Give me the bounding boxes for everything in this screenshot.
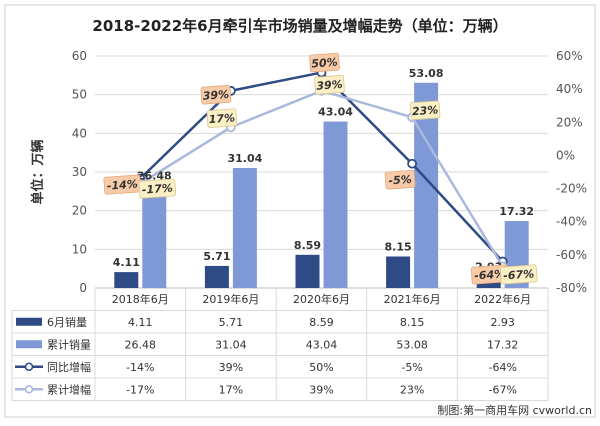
table-cell: 39% [309,383,333,396]
table-cell: 23% [400,383,424,396]
x-tick-label: 2018年6月 [112,292,169,306]
y2-tick-label: 40% [556,82,583,96]
bar-data-label: 8.15 [385,240,412,253]
series-line [139,71,504,263]
bar [204,265,229,288]
bar [142,185,167,288]
legend-swatch [16,317,42,326]
legend-label: 累计销量 [47,337,91,351]
x-tick-label: 2021年6月 [384,292,441,306]
x-tick-label: 2020年6月 [293,292,350,306]
bar-data-label: 31.04 [228,152,263,165]
line-data-label-box [314,75,345,95]
line-data-label: 39% [202,88,229,103]
bar-data-label: 4.11 [113,256,140,269]
bar-data-label: 53.08 [409,67,444,80]
line-point [407,158,418,169]
line-data-label: -14% [106,178,138,193]
y2-tick-label: 60% [556,49,583,63]
table-cell: 50% [309,361,333,374]
table-cell: 5.71 [219,316,244,329]
line-data-label-box [200,85,232,105]
table-cell: 4.11 [128,316,153,329]
bar [295,254,320,288]
y-tick-label: 20 [72,204,87,218]
credit-text: 制图:第一商用车网 cvworld.cn [437,403,592,417]
line-data-label: -5% [388,173,412,188]
y-tick-label: 30 [72,165,87,179]
line-data-label-box [384,169,416,190]
table-cell: 8.15 [400,316,425,329]
table-cell: 31.04 [215,338,247,351]
table-cell: 8.59 [309,316,334,329]
y2-tick-label: -60% [556,248,587,262]
line-data-label: -17% [141,182,173,197]
line-data-label-box [206,108,238,129]
table-cell: -14% [126,361,154,374]
line-data-label-box [309,52,340,73]
bar [114,272,139,288]
table-cell: 43.04 [306,338,338,351]
y-tick-label: 40 [72,126,87,140]
y2-tick-label: -20% [556,182,587,196]
bar-data-label: 17.32 [499,205,534,218]
y2-tick-label: 20% [556,115,583,129]
bar [323,121,348,288]
table-cell: 26.48 [125,338,157,351]
legend-marker [24,362,34,372]
line-data-label-box [409,100,441,121]
line-data-label: -64% [474,267,506,282]
y2-tick-label: -80% [556,281,587,295]
table-cell: -17% [126,383,154,396]
line-data-label-box [499,264,538,285]
y-axis-label: 单位：万辆 [30,139,46,204]
table-cell: 53.08 [396,338,428,351]
table-cell: -64% [488,361,516,374]
legend-label: 同比增幅 [47,360,91,374]
y-tick-label: 60 [72,49,87,63]
line-data-label: 17% [208,111,235,126]
table-cell: 17% [219,383,243,396]
x-tick-label: 2022年6月 [474,292,531,306]
y-tick-label: 50 [72,88,87,102]
table-cell: -67% [488,383,516,396]
x-tick-label: 2019年6月 [202,292,259,306]
chart-title: 2018-2022年6月牵引车市场销量及增幅走势（单位：万辆） [92,17,507,35]
legend-label: 6月销量 [47,315,87,329]
line-data-label: 50% [311,56,338,71]
line-data-label: 23% [412,103,439,118]
bar-data-label: 5.71 [203,250,230,263]
bar-data-label: 8.59 [294,239,321,252]
y2-tick-label: -40% [556,215,587,229]
table-cell: 2.93 [490,316,515,329]
bar-data-label: 43.04 [318,106,353,119]
bar [386,256,411,288]
y-tick-label: 10 [72,242,87,256]
legend-swatch [16,340,42,349]
line-data-label: 39% [316,78,343,93]
y2-tick-label: 0% [556,148,575,162]
legend-label: 累计增幅 [47,382,91,396]
table-cell: 17.32 [487,338,519,351]
line-data-label-box [138,178,177,199]
bar [232,167,257,288]
chart-frame [4,4,596,418]
table-cell: -5% [401,361,422,374]
table-cell: 39% [219,361,243,374]
line-data-label: -67% [503,267,535,282]
y-tick-label: 0 [79,281,87,295]
legend-marker [24,384,34,394]
